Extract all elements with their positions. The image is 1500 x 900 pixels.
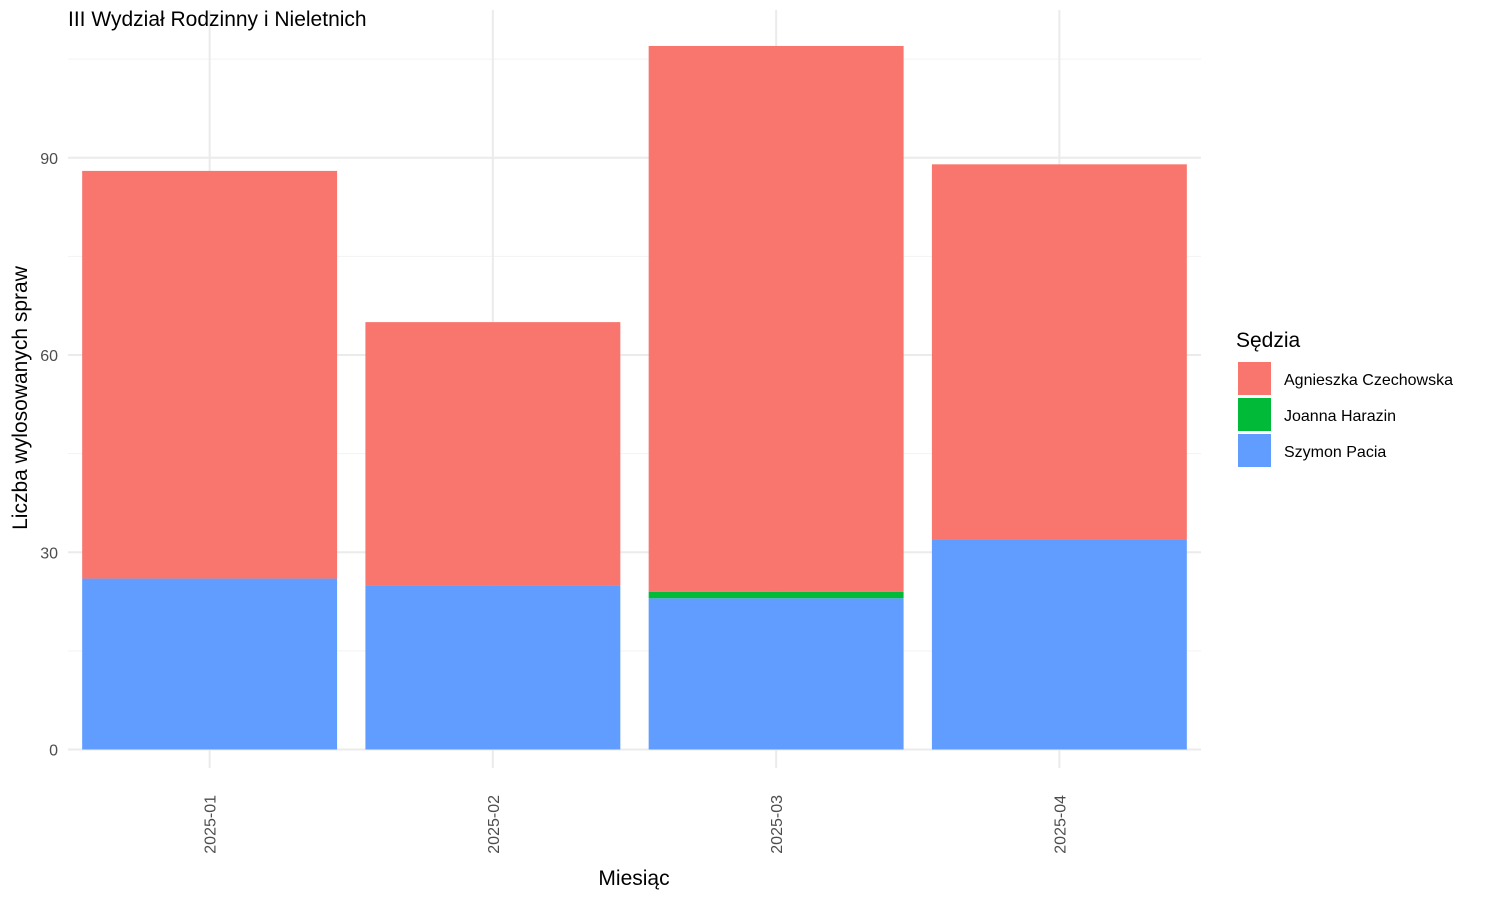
legend-key <box>1238 362 1271 395</box>
legend-label: Joanna Harazin <box>1284 408 1396 425</box>
bar-segment <box>648 45 904 592</box>
legend-label: Agnieszka Czechowska <box>1284 372 1453 389</box>
bar-segment <box>931 539 1187 750</box>
bar-segment <box>82 170 338 579</box>
bar-segment <box>648 598 904 750</box>
bar-segment <box>931 164 1187 540</box>
legend-title: Sędzia <box>1236 329 1301 352</box>
y-tick-label: 30 <box>40 545 58 562</box>
y-axis-ticks: 0 30 60 90 <box>40 151 58 760</box>
x-tick-label: 2025-04 <box>1052 795 1069 854</box>
y-axis-title: Liczba wylosowanych spraw <box>9 265 32 530</box>
legend-label: Szymon Pacia <box>1284 444 1386 461</box>
y-tick-label: 0 <box>49 743 58 760</box>
y-tick-label: 90 <box>40 151 58 168</box>
bars <box>82 45 1187 750</box>
bar-segment <box>365 322 621 586</box>
bar-segment <box>648 591 904 599</box>
bar-segment <box>365 585 621 750</box>
bar-segment <box>82 578 338 750</box>
x-tick-label: 2025-02 <box>486 795 503 854</box>
legend: Agnieszka Czechowska Joanna Harazin Szymon… <box>1238 362 1453 467</box>
x-tick-label: 2025-01 <box>203 795 220 854</box>
x-axis-ticks: 2025-01 2025-02 2025-03 2025-04 <box>203 795 1070 854</box>
chart-title: III Wydział Rodzinny i Nieletnich <box>68 8 367 31</box>
legend-key <box>1238 398 1271 431</box>
y-tick-label: 60 <box>40 348 58 365</box>
x-axis-title: Miesiąc <box>598 867 669 890</box>
x-tick-label: 2025-03 <box>769 795 786 854</box>
legend-key <box>1238 434 1271 467</box>
